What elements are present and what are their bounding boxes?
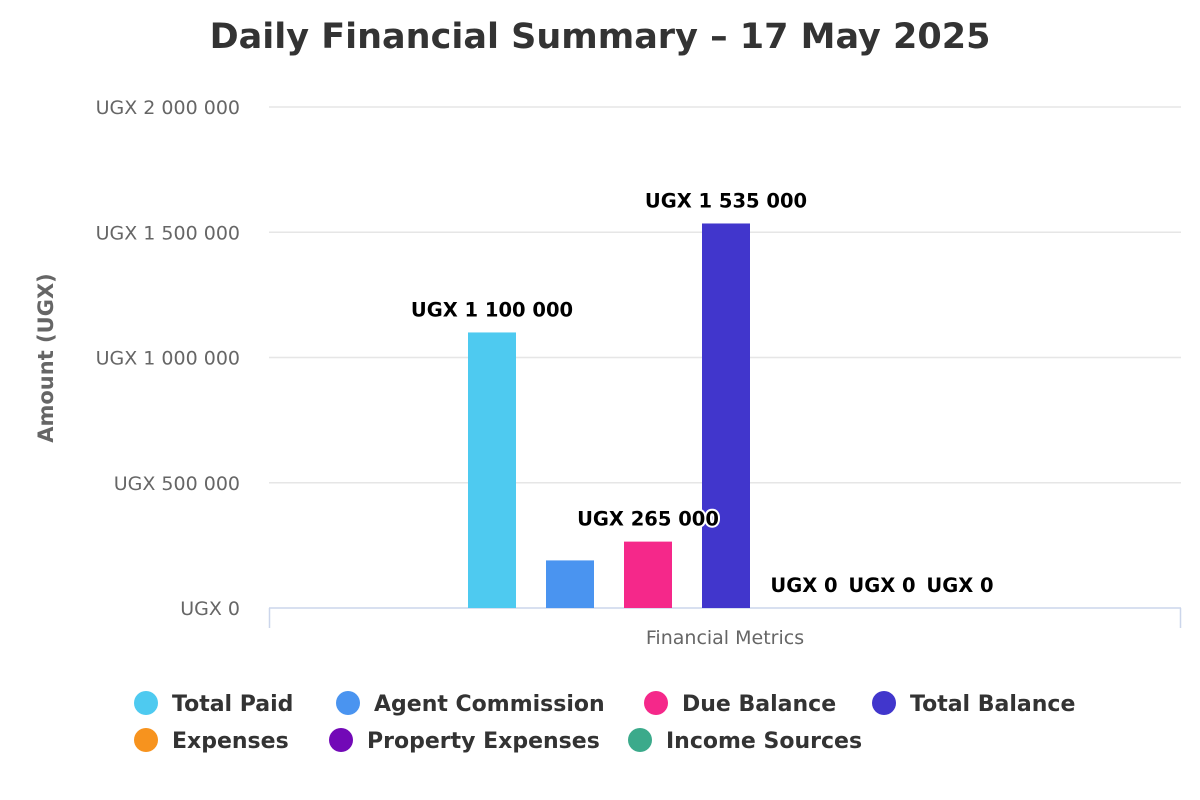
legend-label: Agent Commission <box>374 692 605 717</box>
legend-item-income-sources[interactable]: Income Sources <box>628 728 862 754</box>
legend: Total Paid Agent Commission Due Balance Tot… <box>134 691 1075 754</box>
bar-agent-commission[interactable] <box>546 560 594 608</box>
bar-due-balance[interactable] <box>624 541 672 608</box>
legend-marker <box>644 691 668 715</box>
legend-label: Due Balance <box>682 692 836 717</box>
y-tick-label: UGX 2 000 000 <box>96 97 240 119</box>
data-label: UGX 0 <box>926 574 993 597</box>
legend-item-expenses[interactable]: Expenses <box>134 728 289 754</box>
data-label: UGX 0 <box>848 574 915 597</box>
data-labels: UGX 1 100 000 UGX 265 000 UGX 1 535 000 UGX… <box>409 187 996 599</box>
chart-title: Daily Financial Summary – 17 May 2025 <box>210 17 991 57</box>
legend-label: Expenses <box>172 729 289 754</box>
x-axis: Financial Metrics <box>268 607 1182 649</box>
legend-item-due-balance[interactable]: Due Balance <box>644 691 836 717</box>
legend-item-property-expenses[interactable]: Property Expenses <box>329 728 600 754</box>
legend-marker <box>134 691 158 715</box>
legend-marker <box>628 728 652 752</box>
legend-item-total-balance[interactable]: Total Balance <box>872 691 1075 717</box>
legend-marker <box>336 691 360 715</box>
bars <box>468 223 750 609</box>
data-label: UGX 0 <box>770 574 837 597</box>
y-tick-label: UGX 0 <box>180 598 240 620</box>
y-tick-label: UGX 1 500 000 <box>96 222 240 244</box>
y-tick-label: UGX 500 000 <box>114 473 240 495</box>
legend-marker <box>134 728 158 752</box>
bar-total-balance[interactable] <box>702 223 750 609</box>
data-label: UGX 1 100 000 <box>411 298 573 321</box>
x-category-label: Financial Metrics <box>646 627 804 649</box>
legend-item-total-paid[interactable]: Total Paid <box>134 691 293 717</box>
data-label: UGX 265 000 <box>577 508 719 531</box>
data-label: UGX 1 535 000 <box>645 189 807 212</box>
y-tick-label: UGX 1 000 000 <box>96 348 240 370</box>
legend-label: Income Sources <box>666 729 862 754</box>
legend-label: Total Paid <box>172 692 293 717</box>
legend-label: Total Balance <box>910 692 1075 717</box>
y-axis-ticks: UGX 0 UGX 500 000 UGX 1 000 000 UGX 1 500 0… <box>96 97 240 620</box>
y-axis-label: Amount (UGX) <box>34 273 58 443</box>
legend-item-agent-commission[interactable]: Agent Commission <box>336 691 605 717</box>
legend-label: Property Expenses <box>367 729 600 754</box>
legend-marker <box>329 728 353 752</box>
bar-total-paid[interactable] <box>468 332 516 608</box>
legend-marker <box>872 691 896 715</box>
